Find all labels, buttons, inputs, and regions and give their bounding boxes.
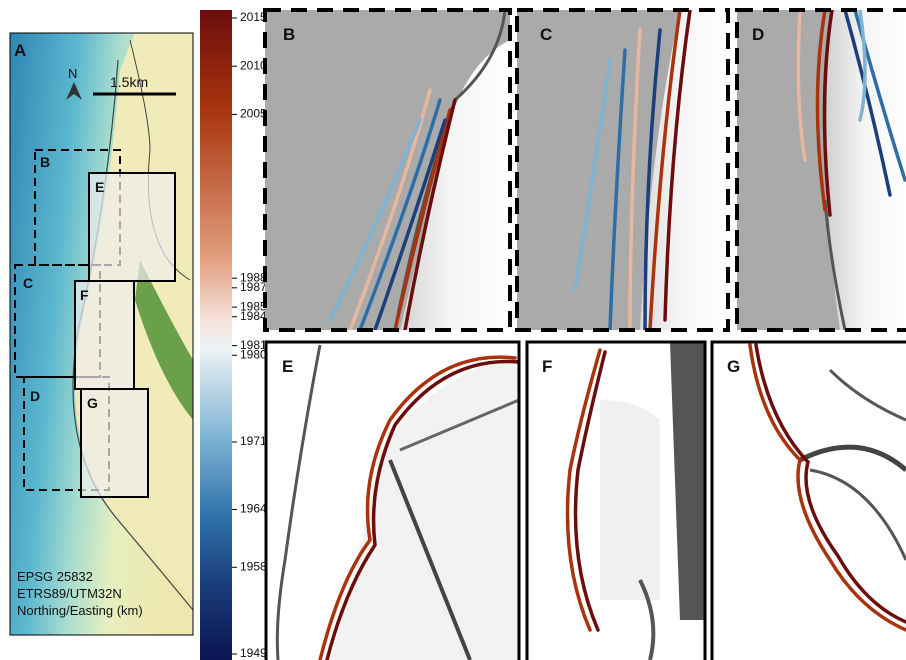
panel-label: E [282, 357, 293, 376]
colorbar-tick-label: 1964 [240, 502, 267, 516]
panel-frame [525, 340, 707, 660]
panel-frame [735, 8, 906, 332]
colorbar-tick-label: 2005 [240, 107, 267, 121]
panel-label: C [540, 25, 552, 44]
colorbar-tick-label: 1985 [240, 299, 267, 313]
crs-text: ETRS89/UTM32N [17, 586, 122, 601]
panel-f [527, 342, 705, 660]
colorbar-tick-label: 1949 [240, 646, 267, 660]
panel-label: G [727, 357, 740, 376]
panel-label: B [283, 25, 295, 44]
panel-e [266, 342, 519, 660]
colorbar-tick-label: 2015 [240, 10, 267, 24]
panel-d [737, 10, 906, 330]
panel-label: A [14, 41, 26, 60]
panel-frame [515, 8, 730, 332]
panel-b [265, 10, 510, 330]
crs-text: EPSG 25832 [17, 569, 93, 584]
scale-label: 1.5km [110, 74, 148, 90]
colorbar-tick-label: 1971 [240, 434, 267, 448]
colorbar-tick-label: 1988 [240, 270, 267, 284]
panel-c [517, 10, 728, 330]
inset-label: F [80, 287, 89, 303]
inset-label: G [87, 395, 98, 411]
inset-label: D [30, 388, 40, 404]
north-label: N [68, 66, 77, 81]
panel-frame [263, 8, 512, 332]
panel-g [712, 342, 906, 660]
inset-label: C [23, 275, 33, 291]
colorbar-tick-label: 1984 [240, 309, 267, 323]
panel-label: F [542, 357, 552, 376]
panel-a: A B C D E F G N 1.5km EPSG 25832 ETRS89/… [9, 32, 194, 636]
colorbar-tick-label: 1958 [240, 559, 267, 573]
colorbar-tick-label: 1981 [240, 338, 267, 352]
crs-text: Northing/Easting (km) [17, 603, 143, 618]
colorbar-tick-label: 1980 [240, 347, 267, 361]
inset-label: B [40, 154, 50, 170]
colorbar-tick-label: 1987 [240, 280, 267, 294]
inset-label: E [95, 179, 104, 195]
panel-frame [264, 340, 521, 660]
panel-label: D [752, 25, 764, 44]
colorbar-tick-label: 2010 [240, 58, 267, 72]
panel-frame [710, 340, 906, 660]
